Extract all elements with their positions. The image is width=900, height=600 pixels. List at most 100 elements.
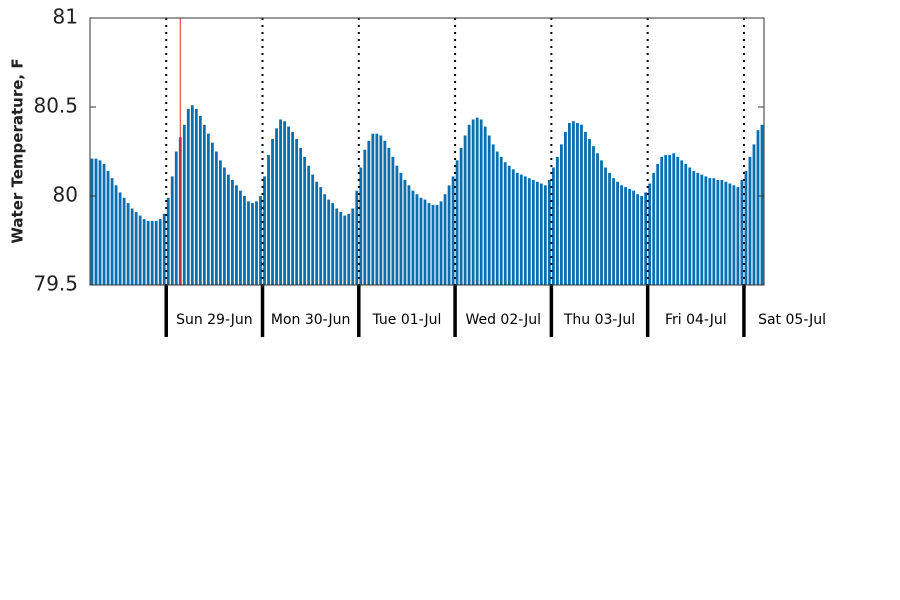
bar (580, 124, 583, 285)
x-tick-label: Mon 30-Jun (271, 312, 351, 328)
bar (118, 192, 122, 285)
bar (479, 119, 483, 286)
y-tick-label: 81 (53, 5, 78, 29)
bar (487, 135, 491, 285)
bar (299, 147, 303, 285)
bar (287, 126, 290, 285)
bar (668, 155, 672, 285)
bar (608, 172, 611, 285)
bar (660, 156, 664, 285)
bar (696, 172, 700, 285)
bar (435, 204, 439, 285)
bar (688, 167, 692, 285)
bar (247, 201, 250, 285)
bar (527, 178, 531, 285)
bar (523, 176, 527, 285)
bar (291, 131, 295, 285)
bar (194, 108, 198, 285)
bar (716, 179, 720, 285)
bar (600, 160, 603, 285)
bar (503, 162, 507, 285)
bar (170, 176, 174, 285)
bar (295, 139, 299, 285)
bar (94, 158, 98, 285)
bar (628, 188, 632, 285)
bar (564, 131, 567, 285)
x-tick-label: Sun 29-Jun (176, 312, 253, 328)
bar (664, 155, 668, 285)
bar (652, 172, 656, 285)
bar (519, 174, 523, 285)
x-tick-label: Wed 02-Jul (465, 312, 541, 328)
bar (491, 144, 495, 285)
bar (158, 219, 162, 285)
bar (323, 194, 327, 285)
bar (275, 128, 278, 285)
bar (483, 126, 487, 285)
bar (495, 151, 499, 285)
bar (624, 187, 627, 285)
bar (130, 208, 134, 285)
bar (531, 179, 535, 285)
bar (752, 144, 756, 285)
bar (383, 140, 387, 285)
bar (126, 203, 130, 285)
bar (744, 171, 748, 285)
bar (676, 156, 680, 285)
bar (632, 190, 636, 285)
bar (584, 131, 587, 285)
bar (142, 219, 146, 285)
bar (588, 139, 591, 285)
bar (551, 167, 555, 285)
bar (648, 183, 652, 285)
bar (740, 179, 744, 285)
bar (222, 167, 226, 285)
bar (644, 192, 648, 285)
bar (395, 165, 399, 285)
bar (267, 155, 270, 285)
bar (315, 181, 319, 285)
bar (724, 181, 728, 285)
y-tick-label: 80.5 (33, 94, 78, 118)
bar (251, 203, 254, 285)
bar (572, 121, 575, 286)
bar (427, 203, 431, 285)
bar (471, 119, 475, 286)
x-tick-label: Fri 04-Jul (665, 312, 727, 328)
bar (684, 163, 688, 285)
bar (539, 183, 543, 285)
bar (363, 149, 367, 285)
bar (616, 181, 619, 285)
bar (174, 151, 178, 285)
bar (206, 133, 210, 285)
bar (371, 133, 375, 285)
bar (98, 160, 102, 285)
bar (166, 197, 170, 285)
bar (756, 130, 760, 285)
bar (576, 123, 579, 286)
bar (439, 201, 443, 285)
bar (672, 153, 676, 285)
bar (283, 121, 286, 286)
bar (692, 171, 696, 285)
bar (636, 194, 640, 285)
bar (154, 220, 158, 285)
bar (186, 108, 190, 285)
x-tick-label: Tue 01-Jul (371, 312, 441, 328)
bar (732, 185, 736, 285)
bar (162, 213, 166, 285)
bar (451, 176, 455, 285)
bar (535, 181, 539, 285)
bar (555, 156, 559, 285)
bar (335, 208, 339, 285)
bar (728, 183, 732, 285)
bar (319, 187, 323, 285)
bar (198, 115, 202, 286)
bar (243, 196, 246, 285)
bar (231, 179, 234, 285)
bar (507, 165, 511, 285)
bar (419, 197, 423, 285)
bar (279, 119, 282, 286)
